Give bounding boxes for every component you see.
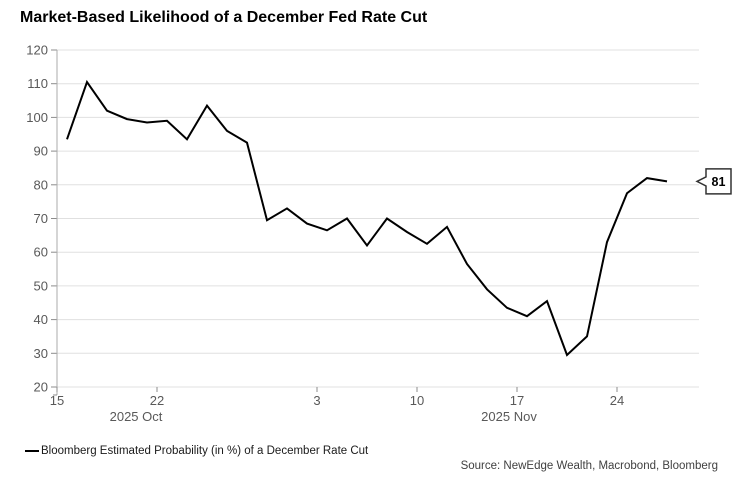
y-tick-label: 20: [34, 380, 48, 395]
y-tick-label: 90: [34, 144, 48, 159]
y-tick-label: 60: [34, 245, 48, 260]
x-tick-label: 22: [150, 393, 164, 408]
x-tick-label: 10: [410, 393, 424, 408]
y-tick-label: 100: [26, 110, 48, 125]
y-tick-label: 40: [34, 312, 48, 327]
y-tick-label: 80: [34, 177, 48, 192]
y-tick-label: 120: [26, 43, 48, 58]
x-tick-label: 15: [50, 393, 64, 408]
chart-title: Market-Based Likelihood of a December Fe…: [20, 9, 428, 26]
y-tick-label: 110: [27, 76, 48, 91]
series-line: [66, 79, 668, 357]
x-tick-label: 24: [610, 393, 624, 408]
y-tick-label: 70: [34, 211, 48, 226]
legend-series-label: Bloomberg Estimated Probability (in %) o…: [41, 445, 369, 457]
last-value-label: 81: [712, 175, 726, 189]
y-tick-label: 30: [34, 346, 48, 361]
x-month-label: 2025 Oct: [110, 409, 163, 424]
y-tick-label: 50: [34, 278, 48, 293]
legend-line-swatch: [25, 450, 39, 452]
x-tick-label: 3: [313, 393, 320, 408]
x-month-label: 2025 Nov: [481, 409, 537, 424]
x-tick-label: 17: [510, 393, 524, 408]
legend: Bloomberg Estimated Probability (in %) o…: [25, 444, 368, 458]
plot-area: 20 30 40 50 60 70 80 90 100 110 120 15 22 3 10 17 24 2025…: [26, 43, 732, 424]
source-note: Source: NewEdge Wealth, Macrobond, Bloom…: [460, 460, 718, 472]
last-value-callout: [695, 168, 732, 195]
